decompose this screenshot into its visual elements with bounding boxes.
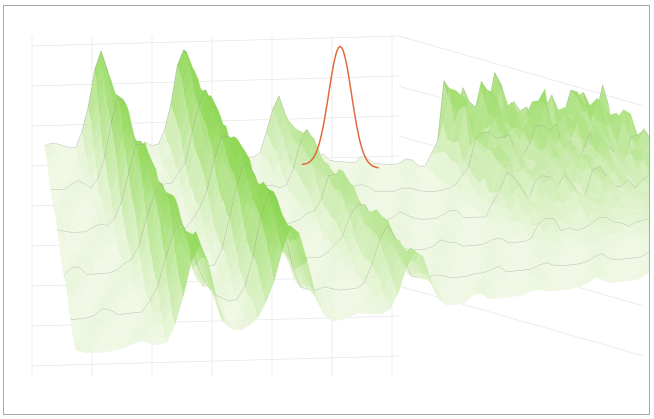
surface-cell xyxy=(119,320,130,329)
surface-cell xyxy=(70,318,80,328)
highlight-peak-line xyxy=(301,45,379,169)
surface-cell xyxy=(106,336,117,345)
surface-cell xyxy=(646,237,649,240)
surface-cell xyxy=(112,328,123,337)
surface-cell xyxy=(72,239,82,247)
surface-cell xyxy=(50,189,59,197)
surface-cell xyxy=(644,242,649,247)
surface-cell xyxy=(638,257,649,263)
surface-cell xyxy=(76,254,86,264)
surface-plot xyxy=(31,35,649,376)
surface-cell xyxy=(86,273,96,282)
surface-cell xyxy=(636,148,649,170)
surface-cell xyxy=(644,259,649,263)
surface-cell xyxy=(71,231,81,240)
surface-cell xyxy=(640,229,649,239)
surface-cell xyxy=(645,210,649,218)
surface-cell xyxy=(642,263,649,271)
surface-cell xyxy=(639,268,649,275)
surface-cell xyxy=(647,256,649,258)
surface-cell xyxy=(638,238,649,245)
surface-cell xyxy=(647,193,649,195)
surface-cell xyxy=(645,203,649,208)
surface-cell xyxy=(88,287,99,297)
surface-cell xyxy=(59,246,69,255)
surface-cell xyxy=(635,251,649,257)
grid-line-side xyxy=(398,285,645,357)
grid-line-back xyxy=(31,75,400,87)
surface-cell xyxy=(69,311,79,320)
grid-line-back xyxy=(31,35,400,47)
surface-cell xyxy=(98,337,108,346)
surface-cell xyxy=(638,205,649,217)
surface-cell xyxy=(643,248,649,253)
surface-cell xyxy=(648,229,649,231)
surface-cell xyxy=(83,302,94,312)
surface-cell xyxy=(66,246,76,255)
surface-cell xyxy=(637,213,649,221)
surface-cell xyxy=(648,267,649,270)
surface-cell xyxy=(637,244,649,253)
surface-cell xyxy=(87,280,97,289)
surface-cell xyxy=(636,262,649,271)
chart-frame xyxy=(3,5,650,415)
surface-cell xyxy=(643,130,649,139)
surface-cell xyxy=(81,288,91,297)
surface-cell xyxy=(643,154,649,174)
surface-cell xyxy=(65,239,75,248)
surface-cell xyxy=(62,145,71,155)
surface-mesh xyxy=(43,49,649,353)
surface-cell xyxy=(61,261,71,270)
surface-cell xyxy=(642,222,649,231)
surface-cell xyxy=(60,254,70,263)
surface-cell xyxy=(648,251,649,252)
surface-cell xyxy=(99,344,110,353)
grid-line-side xyxy=(398,35,645,107)
surface-cell xyxy=(77,310,87,320)
surface-cell xyxy=(643,218,649,223)
surface-cell xyxy=(107,343,118,352)
grid-line-back xyxy=(31,355,400,367)
surface-cell xyxy=(82,295,92,304)
surface-cell xyxy=(75,303,86,312)
highlight-series xyxy=(301,45,379,169)
surface-cell xyxy=(639,193,649,207)
surface-cell xyxy=(648,187,649,189)
surface-cell xyxy=(60,204,70,216)
